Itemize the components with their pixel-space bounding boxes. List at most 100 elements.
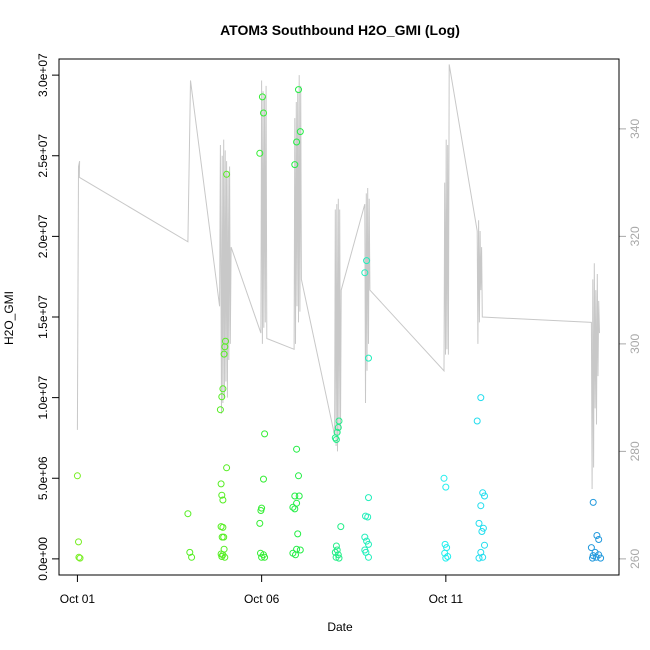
y2-tick-label: 340 [628,119,642,139]
data-point [223,170,231,178]
data-point [220,533,228,541]
data-point [219,523,227,531]
data-point [295,86,302,94]
data-point [441,540,449,548]
data-point [481,541,488,549]
x-axis-label: Date [327,620,353,634]
data-point [295,472,302,480]
y2-tick-label: 260 [628,549,642,569]
data-point [186,548,194,556]
data-point [587,544,595,552]
data-point [291,505,299,513]
data-point [220,350,228,358]
point-layer [73,86,605,562]
data-point [220,545,228,553]
y2-tick-label: 300 [628,334,642,354]
y2-tick-label: 320 [628,226,642,246]
data-point [332,542,340,550]
data-point [188,553,196,561]
data-point [365,553,372,561]
data-point [218,553,226,560]
data-point [260,109,267,117]
plot-frame [58,58,620,576]
data-point [256,519,264,527]
data-point [218,393,226,401]
y-tick-label: 1.5e+07 [36,295,50,339]
data-point [223,464,231,472]
data-point [365,494,372,502]
data-point [442,483,450,491]
chart-title: ATOM3 Southbound H2O_GMI (Log) [220,22,460,38]
data-point [589,498,597,506]
data-point [296,128,304,136]
data-point [221,553,229,561]
data-point [473,417,481,425]
x-tick-label: Oct 11 [429,592,464,606]
data-point [260,475,267,483]
data-point [481,492,488,500]
data-point [221,343,229,351]
data-point [296,546,304,554]
data-point [364,513,372,521]
data-point [332,436,340,443]
data-point [289,503,297,511]
data-point [589,554,596,562]
data-point [592,553,600,561]
data-point [261,553,269,561]
data-point [332,553,340,561]
data-point [75,538,82,546]
y-tick-label: 2.5e+07 [36,134,50,178]
data-point [258,553,266,561]
line-layer [76,64,600,490]
data-point [73,472,81,480]
y-tick-label: 3.0e+07 [36,53,50,97]
data-point [593,532,601,539]
data-point [218,491,226,499]
data-point [475,554,483,562]
data-point [258,93,266,101]
y-tick-label: 1.0e+07 [36,375,50,419]
data-point [257,507,265,514]
data-point [76,554,84,562]
data-point [365,354,372,362]
data-point [219,385,227,393]
x-tick-label: Oct 06 [244,592,280,606]
data-point [595,536,603,543]
data-point [295,492,303,500]
data-point [333,428,341,436]
line-series [76,64,600,490]
data-point [184,510,192,518]
data-point [256,149,264,157]
data-point [361,533,369,541]
y-tick-label: 0.0e+00 [36,537,50,581]
data-point [294,530,302,538]
data-point [440,474,448,482]
data-point [597,554,605,562]
data-point [479,553,487,561]
data-point [293,445,301,453]
data-point [292,551,299,559]
data-point [365,540,372,548]
data-point [361,269,369,277]
data-point [291,492,299,500]
data-point [444,553,452,560]
data-point [293,499,301,507]
data-point [363,257,371,265]
data-point [335,554,343,562]
y-tick-label: 2.0e+07 [36,214,50,258]
y2-tick-label: 280 [628,441,642,461]
data-point [334,424,342,431]
data-point [219,496,227,504]
data-point [475,519,483,527]
data-point [337,523,345,531]
data-point [216,406,224,414]
data-point [293,138,301,146]
data-point [75,553,83,561]
x-tick-label: Oct 01 [60,592,96,606]
data-point [442,554,450,562]
data-point [477,394,485,402]
data-point [291,161,299,169]
data-point [261,430,269,438]
data-point [335,417,343,425]
